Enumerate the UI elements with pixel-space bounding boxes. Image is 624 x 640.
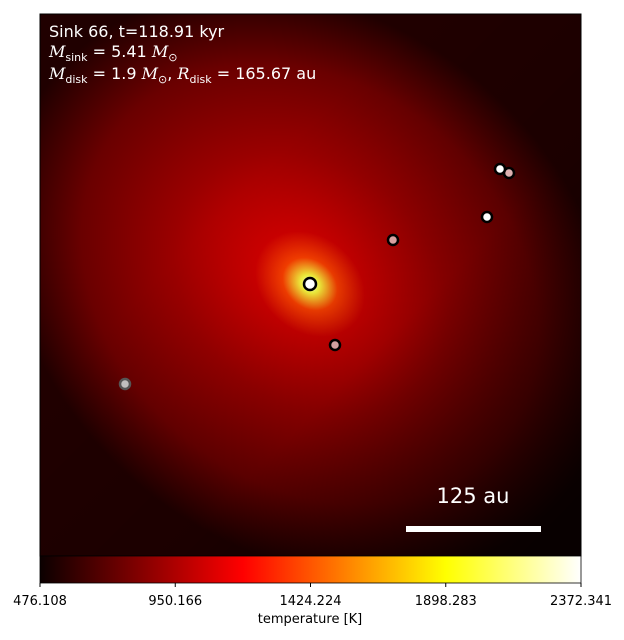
- text: = 1.9: [88, 64, 142, 83]
- disk-info: Mdisk = 1.9 M⊙, Rdisk = 165.67 au: [48, 64, 316, 86]
- colorbar-tick-label: 476.108: [13, 594, 67, 609]
- colorbar-tick-label: 1898.283: [415, 594, 477, 609]
- sub: disk: [189, 73, 212, 86]
- scale-bar-label: 125 au: [437, 484, 510, 508]
- colorbar-tick-label: 2372.341: [550, 594, 612, 609]
- title-line: Sink 66, t=118.91 kyr: [49, 22, 225, 41]
- sink: [118, 377, 132, 391]
- sink: [386, 233, 400, 247]
- sink: [328, 338, 342, 352]
- colorbar-label: temperature [K]: [258, 612, 363, 627]
- sub: ⊙: [158, 73, 167, 86]
- sub: disk: [65, 73, 88, 86]
- text: = 5.41: [88, 42, 152, 61]
- symbol: R: [176, 64, 189, 83]
- colorbar-tick-label: 950.166: [148, 594, 202, 609]
- sink: [302, 276, 318, 292]
- symbol: M: [48, 64, 66, 83]
- scale-bar: [406, 526, 541, 532]
- sub: sink: [65, 51, 88, 64]
- sink: [493, 162, 507, 176]
- symbol: M: [151, 42, 169, 61]
- colorbar: [39, 555, 582, 584]
- colorbar-tick-label: 1424.224: [279, 594, 341, 609]
- symbol: M: [141, 64, 159, 83]
- sink-mass: Msink = 5.41 M⊙: [48, 42, 177, 64]
- text: = 165.67 au: [212, 64, 317, 83]
- sink: [480, 210, 494, 224]
- text: ,: [167, 64, 177, 83]
- sinks: [118, 162, 516, 391]
- sub: ⊙: [168, 51, 177, 64]
- symbol: M: [48, 42, 66, 61]
